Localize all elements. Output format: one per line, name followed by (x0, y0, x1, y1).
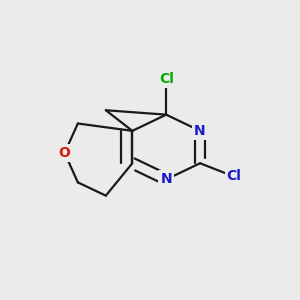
Text: N: N (194, 124, 206, 138)
Text: Cl: Cl (159, 72, 174, 86)
Text: Cl: Cl (226, 169, 242, 184)
Text: O: O (59, 146, 70, 160)
Text: N: N (160, 172, 172, 186)
